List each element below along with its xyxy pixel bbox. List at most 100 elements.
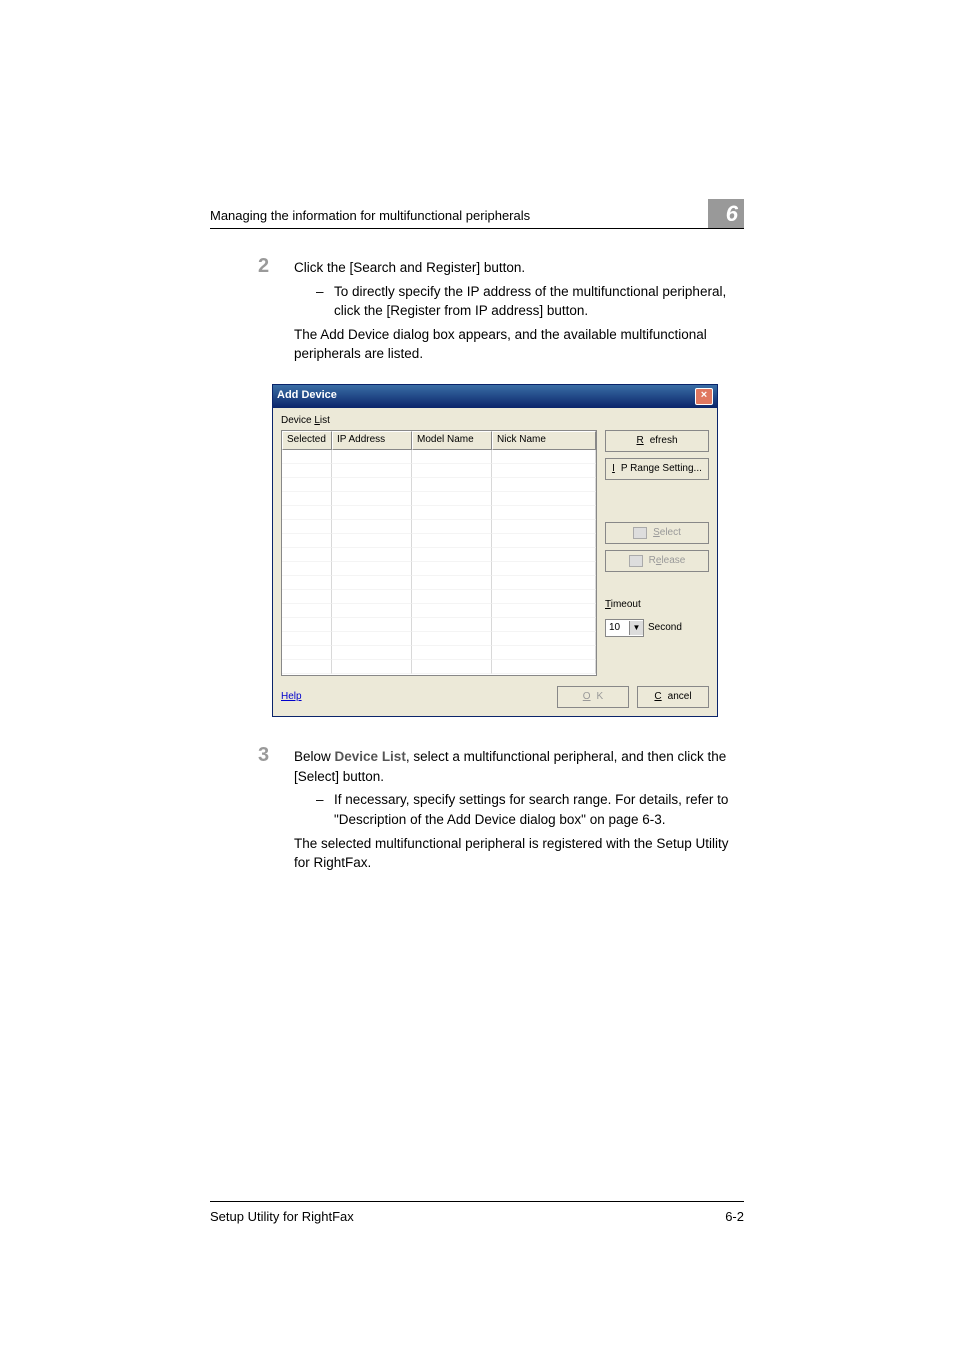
- table-cell: [492, 534, 596, 548]
- release-button[interactable]: Release: [605, 550, 709, 572]
- table-cell: [332, 548, 412, 562]
- timeout-select[interactable]: 10 ▼: [605, 619, 644, 637]
- table-row[interactable]: [282, 534, 596, 548]
- table-cell: [282, 464, 332, 478]
- close-icon[interactable]: ×: [695, 388, 713, 405]
- table-cell: [282, 660, 332, 674]
- table-cell: [412, 562, 492, 576]
- col-ip-address[interactable]: IP Address: [332, 431, 412, 450]
- table-cell: [492, 576, 596, 590]
- table-row[interactable]: [282, 604, 596, 618]
- table-cell: [412, 646, 492, 660]
- bullet-dash: –: [316, 282, 334, 321]
- table-row[interactable]: [282, 520, 596, 534]
- step-3: 3 Below Device List, select a multifunct…: [258, 747, 744, 882]
- table-row[interactable]: [282, 618, 596, 632]
- table-cell: [282, 548, 332, 562]
- add-device-dialog: Add Device × Device List Selected IP Add…: [272, 384, 718, 718]
- running-header: Managing the information for multifuncti…: [210, 208, 530, 223]
- chevron-down-icon[interactable]: ▼: [629, 621, 643, 635]
- table-row[interactable]: [282, 548, 596, 562]
- table-row[interactable]: [282, 450, 596, 464]
- table-cell: [412, 632, 492, 646]
- table-row[interactable]: [282, 576, 596, 590]
- table-cell: [282, 478, 332, 492]
- table-cell: [492, 478, 596, 492]
- device-list-term: Device List: [335, 749, 406, 764]
- col-model-name[interactable]: Model Name: [412, 431, 492, 450]
- dialog-title-text: Add Device: [277, 388, 337, 404]
- table-cell: [492, 464, 596, 478]
- table-row[interactable]: [282, 632, 596, 646]
- table-cell: [282, 520, 332, 534]
- table-header-row: Selected IP Address Model Name Nick Name: [282, 431, 596, 450]
- footer-rule: [210, 1201, 744, 1202]
- step-body: Below Device List, select a multifunctio…: [294, 747, 744, 882]
- table-cell: [412, 492, 492, 506]
- table-row[interactable]: [282, 464, 596, 478]
- table-cell: [282, 576, 332, 590]
- table-cell: [332, 646, 412, 660]
- device-list-table[interactable]: Selected IP Address Model Name Nick Name: [281, 430, 597, 676]
- table-row[interactable]: [282, 646, 596, 660]
- table-cell: [332, 534, 412, 548]
- table-cell: [412, 464, 492, 478]
- select-button[interactable]: Select: [605, 522, 709, 544]
- table-cell: [492, 450, 596, 464]
- table-row[interactable]: [282, 506, 596, 520]
- timeout-row: 10 ▼ Second: [605, 619, 709, 637]
- dialog-side-panel: Refresh IP Range Setting... Select Relea…: [605, 430, 709, 676]
- table-cell: [492, 632, 596, 646]
- footer-buttons: OK Cancel: [557, 686, 709, 708]
- table-row[interactable]: [282, 562, 596, 576]
- table-row[interactable]: [282, 492, 596, 506]
- table-cell: [282, 492, 332, 506]
- refresh-button[interactable]: Refresh: [605, 430, 709, 452]
- ip-range-setting-button[interactable]: IP Range Setting...: [605, 458, 709, 480]
- step-number: 2: [258, 256, 294, 374]
- table-cell: [412, 478, 492, 492]
- ok-button[interactable]: OK: [557, 686, 629, 708]
- table-cell: [492, 660, 596, 674]
- table-cell: [412, 618, 492, 632]
- table-cell: [282, 506, 332, 520]
- table-cell: [332, 660, 412, 674]
- step-text: Click the [Search and Register] button.: [294, 258, 744, 278]
- table-cell: [412, 534, 492, 548]
- step-bullet: – To directly specify the IP address of …: [316, 282, 744, 321]
- table-cell: [282, 618, 332, 632]
- dialog-body: Device List Selected IP Address Model Na…: [273, 408, 717, 717]
- col-nick-name[interactable]: Nick Name: [492, 431, 596, 450]
- table-cell: [282, 646, 332, 660]
- table-cell: [332, 604, 412, 618]
- table-cell: [492, 520, 596, 534]
- table-cell: [492, 562, 596, 576]
- table-row[interactable]: [282, 660, 596, 674]
- footer-right: 6-2: [725, 1209, 744, 1224]
- timeout-unit: Second: [648, 621, 682, 636]
- table-cell: [282, 632, 332, 646]
- cancel-button[interactable]: Cancel: [637, 686, 709, 708]
- spacer: [605, 486, 709, 516]
- table-row[interactable]: [282, 478, 596, 492]
- step-bullet: – If necessary, specify settings for sea…: [316, 790, 744, 829]
- step-2: 2 Click the [Search and Register] button…: [258, 258, 744, 374]
- table-cell: [332, 562, 412, 576]
- bullet-text: If necessary, specify settings for searc…: [334, 790, 744, 829]
- col-selected[interactable]: Selected: [282, 431, 332, 450]
- table-cell: [412, 590, 492, 604]
- table-cell: [492, 618, 596, 632]
- table-row[interactable]: [282, 590, 596, 604]
- help-link[interactable]: Help: [281, 690, 302, 705]
- table-cell: [492, 492, 596, 506]
- table-cell: [332, 464, 412, 478]
- table-cell: [332, 520, 412, 534]
- table-cell: [332, 576, 412, 590]
- table-cell: [412, 548, 492, 562]
- content-area: 2 Click the [Search and Register] button…: [258, 258, 744, 889]
- add-device-dialog-figure: Add Device × Device List Selected IP Add…: [272, 384, 744, 718]
- table-cell: [332, 618, 412, 632]
- release-icon: [629, 555, 643, 567]
- footer-left: Setup Utility for RightFax: [210, 1209, 354, 1224]
- dialog-titlebar: Add Device ×: [273, 385, 717, 408]
